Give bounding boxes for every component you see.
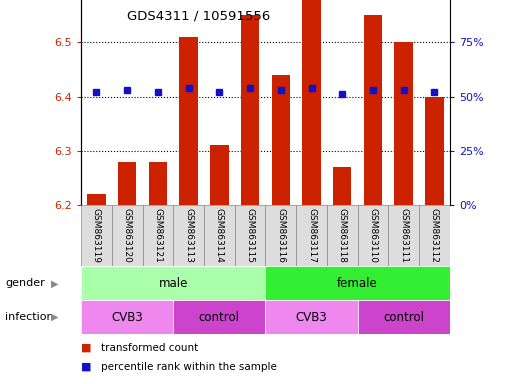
Bar [358, 205, 388, 266]
Bar [363, 15, 382, 205]
Bar [266, 205, 296, 266]
Bar [173, 300, 265, 334]
Bar [333, 167, 351, 205]
Text: GSM863110: GSM863110 [369, 208, 378, 263]
Text: GSM863121: GSM863121 [153, 208, 162, 263]
Text: GSM863118: GSM863118 [338, 208, 347, 263]
Bar [149, 162, 167, 205]
Bar [394, 42, 413, 205]
Text: female: female [337, 277, 378, 290]
Text: ■: ■ [81, 343, 92, 353]
Bar [235, 205, 266, 266]
Bar [241, 15, 259, 205]
Bar [296, 205, 327, 266]
Text: GDS4311 / 10591556: GDS4311 / 10591556 [127, 10, 270, 23]
Bar [425, 96, 444, 205]
Text: GSM863117: GSM863117 [307, 208, 316, 263]
Text: gender: gender [5, 278, 45, 288]
Text: GSM863114: GSM863114 [215, 208, 224, 263]
Text: ▶: ▶ [51, 312, 59, 322]
Bar [142, 205, 173, 266]
Text: transformed count: transformed count [101, 343, 198, 353]
Text: percentile rank within the sample: percentile rank within the sample [101, 361, 277, 372]
Text: GSM863111: GSM863111 [399, 208, 408, 263]
Text: GSM863119: GSM863119 [92, 208, 101, 263]
Text: infection: infection [5, 312, 54, 322]
Bar [327, 205, 358, 266]
Bar [81, 205, 112, 266]
Bar [118, 162, 137, 205]
Text: GSM863112: GSM863112 [430, 208, 439, 263]
Text: control: control [383, 311, 424, 324]
Bar [266, 300, 358, 334]
Bar [210, 146, 229, 205]
Text: GSM863113: GSM863113 [184, 208, 193, 263]
Bar [358, 300, 450, 334]
Bar [81, 266, 266, 300]
Text: ▶: ▶ [51, 278, 59, 288]
Text: CVB3: CVB3 [295, 311, 327, 324]
Text: control: control [199, 311, 240, 324]
Bar [173, 205, 204, 266]
Text: CVB3: CVB3 [111, 311, 143, 324]
Bar [266, 266, 450, 300]
Bar [81, 300, 173, 334]
Text: GSM863120: GSM863120 [123, 208, 132, 263]
Text: GSM863116: GSM863116 [276, 208, 285, 263]
Bar [302, 0, 321, 205]
Bar [112, 205, 142, 266]
Text: male: male [158, 277, 188, 290]
Bar [87, 194, 106, 205]
Bar [179, 37, 198, 205]
Bar [419, 205, 450, 266]
Bar [204, 205, 235, 266]
Text: GSM863115: GSM863115 [246, 208, 255, 263]
Text: ■: ■ [81, 361, 92, 372]
Bar [388, 205, 419, 266]
Bar [271, 75, 290, 205]
